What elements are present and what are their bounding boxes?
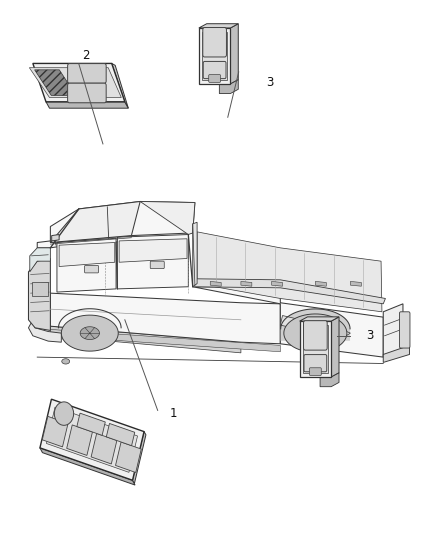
Polygon shape [119,239,187,262]
Polygon shape [241,281,252,286]
Polygon shape [52,235,59,241]
Polygon shape [193,222,197,287]
Polygon shape [37,301,131,340]
Polygon shape [29,68,121,98]
Polygon shape [219,79,238,94]
Polygon shape [50,293,280,344]
Polygon shape [197,232,382,312]
Polygon shape [272,281,283,286]
FancyBboxPatch shape [85,265,99,273]
Text: 1: 1 [169,407,177,419]
Polygon shape [210,281,221,286]
FancyBboxPatch shape [150,261,164,269]
Polygon shape [306,327,325,340]
Polygon shape [28,320,61,342]
Polygon shape [284,314,347,352]
FancyBboxPatch shape [67,63,106,83]
FancyBboxPatch shape [203,61,226,78]
Text: 2: 2 [81,50,89,62]
Polygon shape [383,345,410,362]
Polygon shape [37,235,131,248]
Polygon shape [315,281,326,286]
Polygon shape [57,238,116,292]
Polygon shape [33,63,125,102]
Polygon shape [40,399,144,480]
FancyBboxPatch shape [67,83,106,103]
Polygon shape [230,23,238,84]
Polygon shape [116,442,141,473]
Polygon shape [50,329,280,352]
Polygon shape [331,317,339,377]
Polygon shape [300,321,331,377]
Polygon shape [112,63,128,108]
Text: 3: 3 [367,329,374,342]
Polygon shape [133,432,146,483]
Circle shape [54,402,74,425]
FancyBboxPatch shape [304,321,327,350]
Bar [32,282,48,296]
Polygon shape [42,416,68,447]
Polygon shape [50,326,241,353]
Polygon shape [50,201,195,243]
Polygon shape [300,317,339,321]
FancyBboxPatch shape [208,75,220,82]
Polygon shape [67,425,92,455]
Polygon shape [46,102,128,108]
Polygon shape [30,248,50,272]
Ellipse shape [62,359,70,364]
Polygon shape [303,325,328,373]
Polygon shape [199,23,238,28]
Polygon shape [199,28,230,84]
Polygon shape [117,235,188,289]
Polygon shape [193,279,385,304]
FancyBboxPatch shape [399,312,410,348]
Polygon shape [383,304,403,357]
FancyBboxPatch shape [203,28,226,57]
Polygon shape [59,243,115,266]
Polygon shape [280,316,350,338]
Polygon shape [193,287,383,357]
Polygon shape [202,32,227,80]
Polygon shape [40,448,135,485]
FancyBboxPatch shape [309,368,321,375]
Polygon shape [91,433,117,464]
Polygon shape [350,281,361,286]
Polygon shape [35,70,76,95]
Polygon shape [320,373,339,387]
Polygon shape [50,201,140,243]
Polygon shape [61,315,118,351]
Polygon shape [106,423,135,446]
Polygon shape [80,327,99,340]
Polygon shape [46,407,138,472]
FancyBboxPatch shape [304,354,327,372]
Polygon shape [140,201,195,235]
Polygon shape [28,259,50,330]
Polygon shape [77,413,105,435]
Text: 3: 3 [266,76,273,89]
